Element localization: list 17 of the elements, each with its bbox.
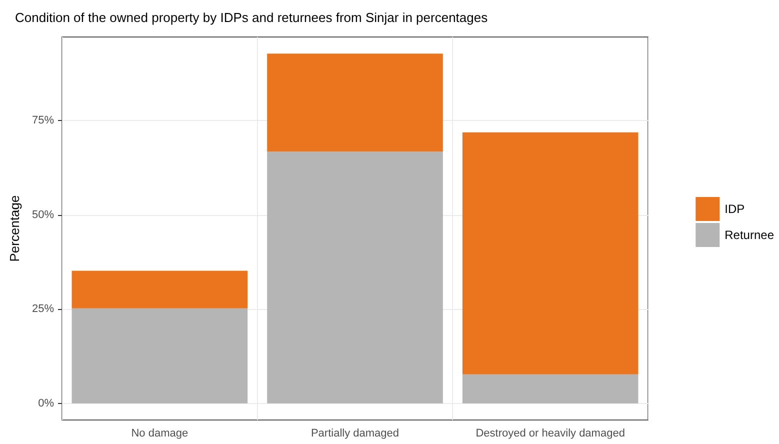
y-axis-title: Percentage bbox=[7, 195, 22, 262]
x-tick-label: Partially damaged bbox=[310, 428, 400, 440]
x-tick-label: Destroyed or heavily damaged bbox=[476, 428, 625, 440]
bar bbox=[72, 270, 248, 308]
bar bbox=[462, 374, 638, 404]
y-tick-label: 50% bbox=[32, 208, 54, 221]
bar bbox=[462, 132, 638, 374]
legend-label: IDP bbox=[724, 202, 745, 216]
bar bbox=[267, 54, 443, 152]
legend-label: Returnee bbox=[724, 228, 774, 242]
bar bbox=[72, 308, 248, 404]
x-tick-label: No damage bbox=[131, 428, 188, 440]
chart-title: Condition of the owned property by IDPs and returnees from Sinjar in percentages bbox=[15, 10, 488, 25]
y-tick-label: 75% bbox=[32, 114, 54, 127]
y-tick-label: 25% bbox=[32, 303, 54, 316]
y-tick-label: 0% bbox=[38, 397, 54, 410]
bar bbox=[267, 152, 443, 404]
